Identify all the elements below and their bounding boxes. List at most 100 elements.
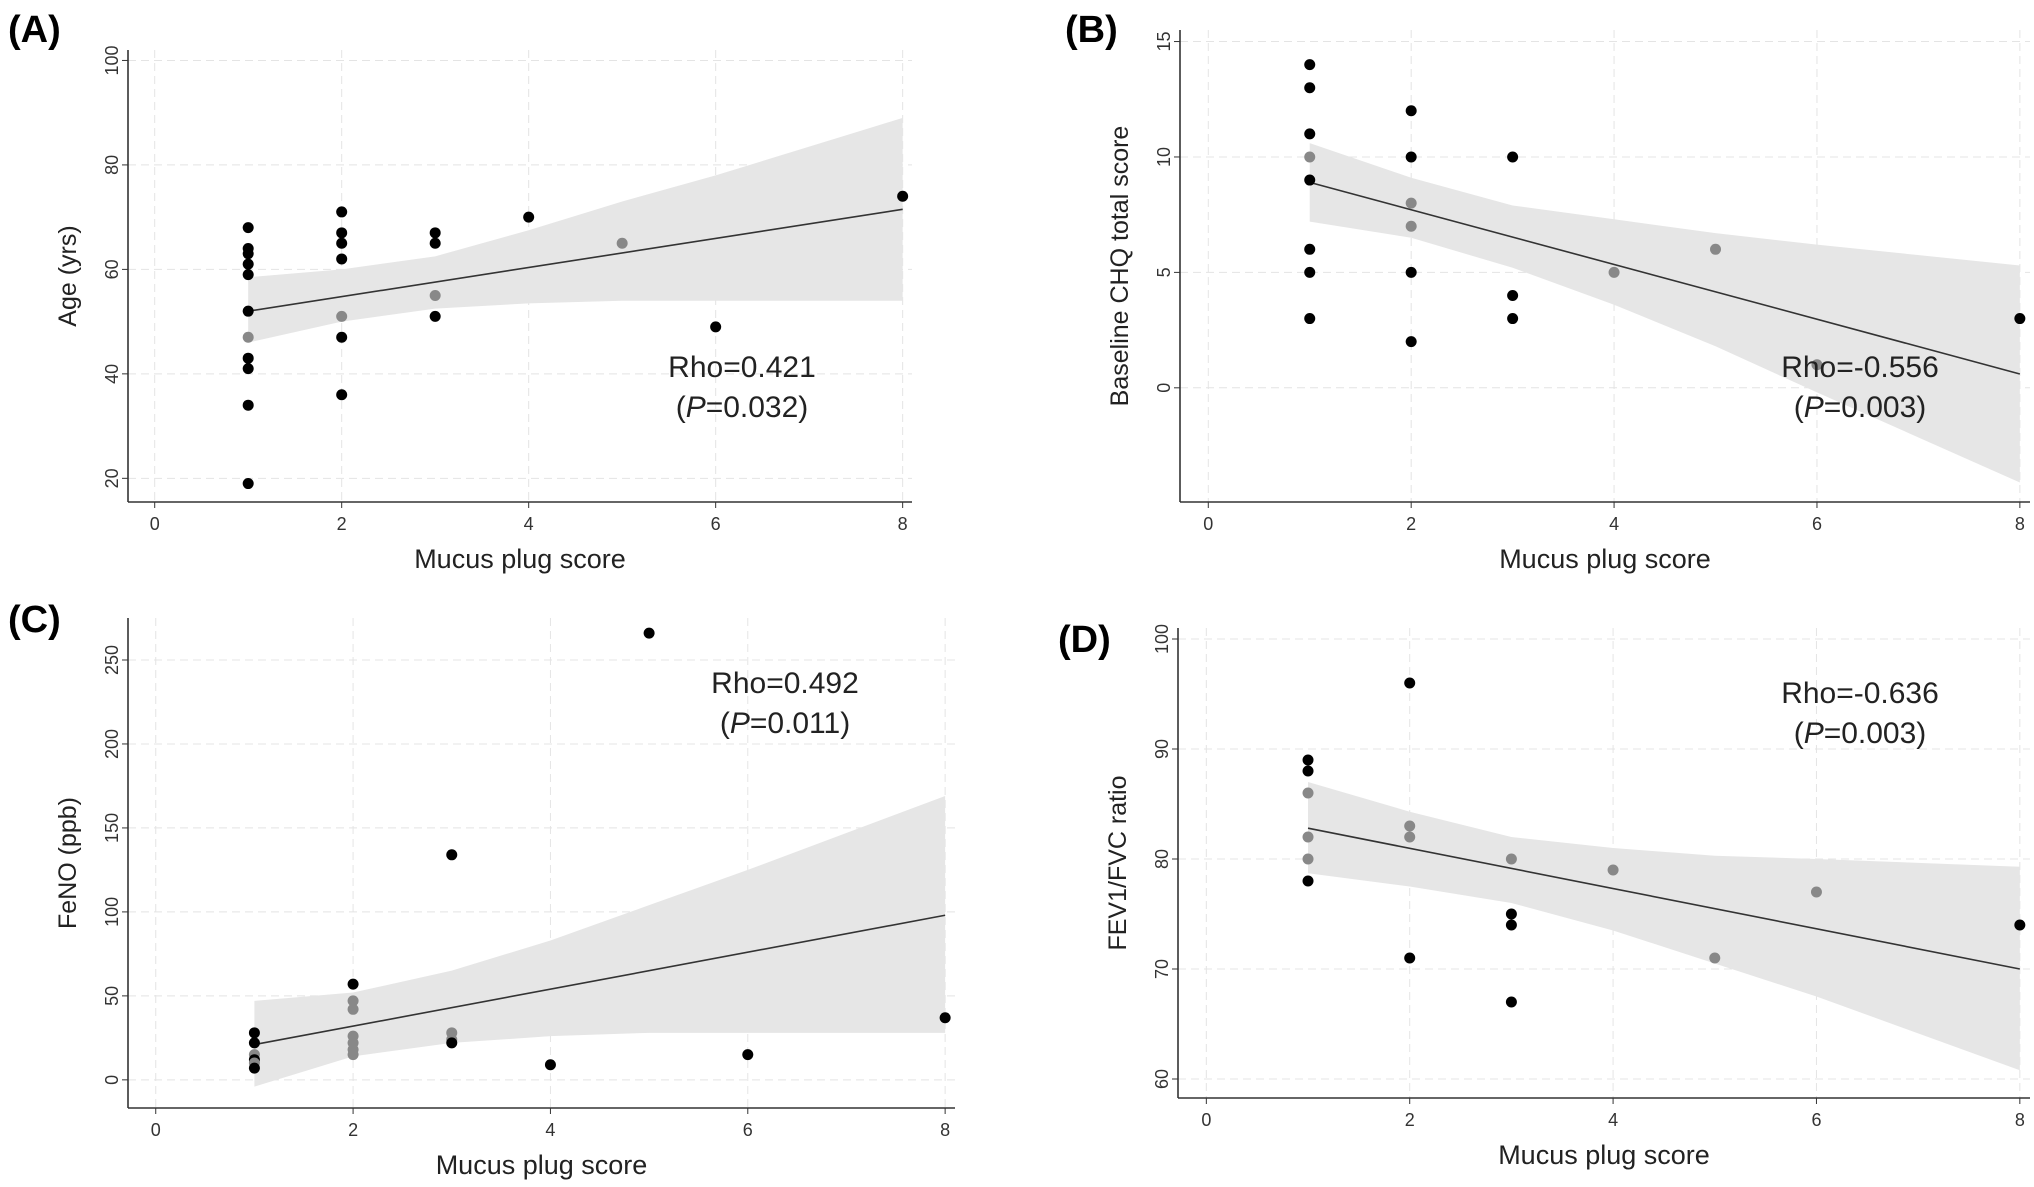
data-point — [1505, 853, 1517, 865]
data-point — [242, 258, 254, 270]
data-point — [742, 1049, 754, 1061]
data-point — [1304, 243, 1316, 255]
x-axis-label: Mucus plug score — [1499, 544, 1711, 574]
data-point — [242, 331, 254, 343]
x-tick-label: 8 — [940, 1120, 950, 1140]
y-tick-label: 40 — [102, 364, 122, 384]
data-point — [1304, 313, 1316, 325]
data-point — [1505, 996, 1517, 1008]
regression-line — [1309, 181, 2021, 375]
x-tick-label: 4 — [1609, 514, 1619, 534]
p-value-annotation: (P=0.003) — [1794, 391, 1927, 424]
data-point — [1405, 220, 1417, 232]
confidence-band — [1308, 782, 2020, 1071]
data-point — [1810, 886, 1822, 898]
data-point — [446, 849, 458, 861]
panel-label: (D) — [1058, 619, 1111, 661]
x-tick-label: 0 — [1201, 1110, 1211, 1130]
data-point — [347, 978, 359, 990]
x-tick-label: 2 — [1406, 514, 1416, 534]
data-point — [523, 211, 535, 223]
panel-a: (A) 20 40 60 80 100 0 2 4 6 8 Mucus plug score Age (… — [8, 9, 912, 574]
rho-annotation: Rho=-0.636 — [1781, 677, 1939, 710]
p-symbol: P — [730, 707, 750, 740]
p-value: =0.003) — [1824, 717, 1927, 750]
data-point — [242, 222, 254, 234]
data-point — [1304, 128, 1316, 140]
data-point — [1607, 864, 1619, 876]
data-point — [336, 253, 348, 265]
data-point — [248, 1037, 260, 1049]
data-point — [1404, 820, 1416, 832]
p-value: =0.011) — [750, 707, 850, 740]
data-point — [336, 206, 348, 218]
x-tick-label: 4 — [524, 514, 534, 534]
data-point — [1404, 677, 1416, 689]
data-point — [1302, 853, 1314, 865]
data-point — [2014, 919, 2026, 931]
y-axis-label: FEV1/FVC ratio — [1104, 775, 1132, 950]
rho-annotation: Rho=0.492 — [711, 667, 859, 700]
y-tick-label: 0 — [102, 1075, 122, 1085]
y-tick-label: 100 — [102, 897, 122, 927]
data-point — [1404, 831, 1416, 843]
regression-line — [254, 914, 946, 1046]
x-tick-label: 6 — [1812, 514, 1822, 534]
x-tick-label: 4 — [545, 1120, 555, 1140]
data-point — [1507, 313, 1519, 325]
data-point — [429, 227, 441, 239]
panel-label: (A) — [8, 9, 61, 51]
y-tick-label: 50 — [102, 986, 122, 1006]
data-point — [643, 627, 655, 639]
data-point — [1304, 59, 1316, 71]
x-tick-label: 8 — [2015, 1110, 2025, 1130]
panel-label: (B) — [1065, 9, 1118, 51]
data-point — [242, 305, 254, 317]
data-point — [347, 1049, 359, 1061]
data-point — [1302, 787, 1314, 799]
data-point — [1304, 82, 1316, 94]
p-open: ( — [676, 391, 686, 424]
data-point — [1302, 765, 1314, 777]
data-point — [429, 310, 441, 322]
p-symbol: P — [686, 391, 706, 424]
p-open: ( — [1794, 391, 1804, 424]
y-axis-label: Baseline CHQ total score — [1106, 126, 1134, 407]
x-tick-label: 6 — [1811, 1110, 1821, 1130]
y-axis-label: Age (yrs) — [54, 225, 82, 326]
y-tick-label: 80 — [1152, 849, 1172, 869]
panel-label: (C) — [8, 599, 61, 641]
data-point — [1304, 174, 1316, 186]
x-tick-label: 6 — [711, 514, 721, 534]
data-point — [347, 995, 359, 1007]
data-point — [336, 389, 348, 401]
x-tick-label: 0 — [151, 1120, 161, 1140]
y-tick-label: 20 — [102, 468, 122, 488]
data-point — [429, 290, 441, 302]
y-tick-label: 100 — [1152, 624, 1172, 654]
p-symbol: P — [1804, 717, 1824, 750]
x-axis-label: Mucus plug score — [1498, 1140, 1710, 1170]
data-point — [336, 331, 348, 343]
x-tick-label: 8 — [898, 514, 908, 534]
data-point — [1507, 151, 1519, 163]
panel-b: (B) 0 5 10 15 0 2 4 6 8 Mucus plug score Baseline C… — [1065, 9, 2030, 574]
data-point — [242, 363, 254, 375]
p-open: ( — [1794, 717, 1804, 750]
regression-line — [1307, 827, 2020, 970]
y-tick-label: 200 — [102, 729, 122, 759]
data-point — [1505, 908, 1517, 920]
data-point — [544, 1059, 556, 1071]
y-tick-label: 15 — [1154, 32, 1174, 52]
rho-annotation: Rho=-0.556 — [1781, 351, 1939, 384]
x-tick-label: 2 — [1405, 1110, 1415, 1130]
y-tick-label: 5 — [1154, 267, 1174, 277]
data-point — [1304, 266, 1316, 278]
x-axis-label: Mucus plug score — [414, 544, 626, 574]
p-value-annotation: (P=0.003) — [1794, 717, 1927, 750]
data-point — [1404, 952, 1416, 964]
p-symbol: P — [1804, 391, 1824, 424]
regression-line — [248, 208, 903, 312]
y-tick-label: 10 — [1154, 147, 1174, 167]
data-point — [939, 1012, 951, 1024]
